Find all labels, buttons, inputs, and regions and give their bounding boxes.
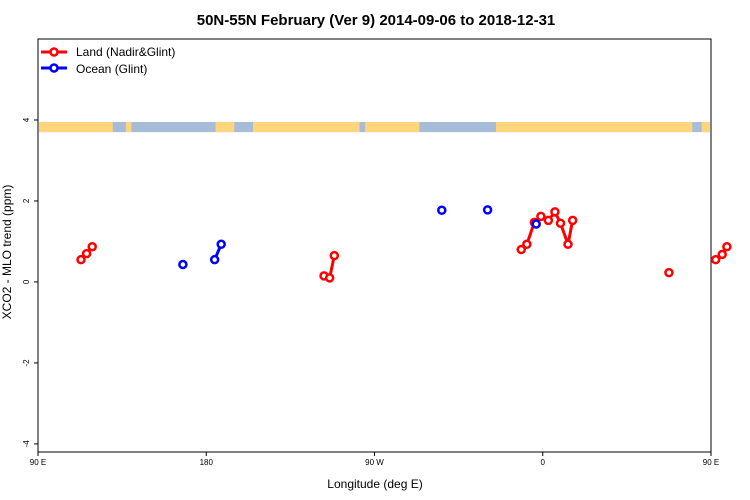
x-axis-label: Longitude (deg E)	[327, 477, 422, 491]
strip-land	[701, 122, 710, 133]
land-point	[536, 211, 546, 222]
ocean-point	[216, 239, 226, 250]
x-tick-label: 0	[541, 458, 546, 467]
land-point	[710, 254, 721, 265]
y-tick-label: 0	[22, 279, 31, 284]
strip-land	[125, 122, 132, 133]
ocean-point	[482, 205, 493, 215]
land-point	[543, 215, 554, 226]
legend-ocean-label: Ocean (Glint)	[76, 62, 147, 76]
x-tick-label: 180	[200, 458, 214, 467]
land-ocean-strip	[39, 122, 710, 133]
land-point	[550, 207, 560, 217]
legend-land-marker	[49, 47, 59, 57]
land-point	[516, 244, 527, 255]
land-point	[555, 218, 566, 228]
land-point	[522, 239, 532, 250]
strip-land	[39, 122, 113, 133]
plot-area-frame	[37, 38, 712, 453]
strip-land	[365, 122, 420, 133]
ocean-point	[437, 205, 447, 216]
x-tick-label: 90 W	[365, 458, 384, 467]
y-tick-label: -4	[22, 440, 31, 448]
ocean-point	[531, 219, 541, 229]
y-axis-label: XCO2 - MLO trend (ppm)	[0, 185, 14, 320]
land-point	[81, 248, 92, 259]
x-tick-label: 90 E	[30, 458, 46, 467]
x-axis: 90 E 180 90 W 0 90 E	[30, 452, 719, 467]
land-point	[567, 215, 578, 226]
land-point	[324, 273, 335, 283]
strip-land	[252, 122, 360, 133]
legend-ocean-marker	[49, 63, 59, 73]
ocean-point	[178, 259, 188, 270]
y-axis: -4 -2 0 2 4	[22, 117, 38, 447]
chart-title: 50N-55N February (Ver 9) 2014-09-06 to 2…	[197, 12, 556, 29]
x-tick-label: 90 E	[703, 458, 719, 467]
land-point	[329, 250, 340, 261]
ocean-point	[209, 254, 220, 265]
y-tick-label: 2	[22, 198, 31, 203]
y-tick-label: -2	[22, 359, 31, 367]
land-point	[722, 241, 732, 252]
y-tick-label: 4	[22, 117, 31, 122]
series-layer	[76, 205, 732, 283]
land-point	[563, 239, 573, 250]
strip-land	[215, 122, 235, 133]
land-point	[717, 249, 727, 260]
land-point	[76, 254, 86, 265]
land-point	[664, 267, 674, 278]
legend: Land (Nadir&Glint) Ocean (Glint)	[41, 45, 175, 76]
legend-land-label: Land (Nadir&Glint)	[76, 45, 175, 59]
strip-land	[496, 122, 693, 133]
land-point	[87, 241, 97, 252]
